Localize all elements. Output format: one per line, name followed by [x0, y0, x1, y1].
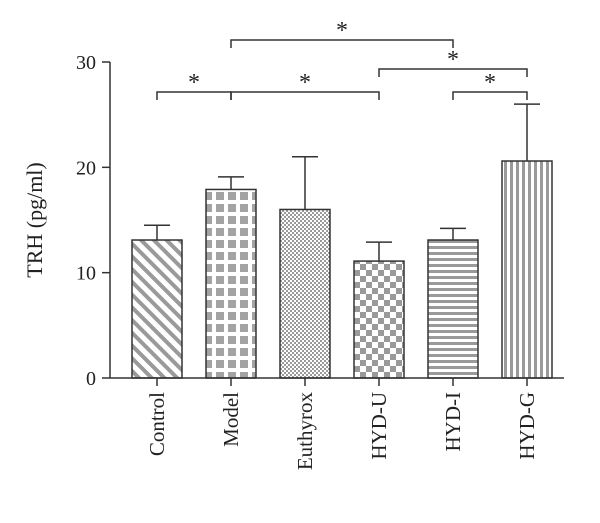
bar-euthyrox: [279, 208, 331, 379]
axes: 0 10 20 30 Control Model Euthyrox HYD-U HYD-I HYD…: [76, 52, 564, 470]
x-tick-label-hyd-i: HYD-I: [441, 392, 465, 451]
significance-star: *: [484, 70, 496, 96]
significance-star: *: [447, 47, 459, 73]
y-tick-label: 20: [76, 157, 96, 179]
significance-star: *: [299, 70, 311, 96]
x-tick-label-hyd-u: HYD-U: [367, 392, 391, 460]
y-axis-label: TRH (pg/ml): [22, 162, 47, 278]
y-tick-label: 10: [76, 263, 96, 285]
bracket-line: [230, 91, 380, 100]
error-bar-model: [218, 176, 244, 190]
error-bar-hyd-g: [514, 103, 540, 162]
significance-bracket-hyd-u-hyd-g: *: [378, 47, 528, 77]
significance-bracket-model-hyd-u: *: [230, 70, 380, 100]
significance-star: *: [188, 70, 200, 96]
bars: [131, 160, 553, 379]
bar-control: [131, 239, 183, 379]
x-tick-label-control: Control: [145, 392, 169, 456]
y-tick-label: 30: [76, 52, 96, 74]
bracket-line: [230, 39, 454, 48]
significance-bracket-control-model: *: [156, 70, 232, 100]
significance-brackets: * * * * *: [156, 18, 528, 100]
bracket-line: [378, 68, 528, 77]
significance-star: *: [336, 18, 348, 44]
x-tick-label-euthyrox: Euthyrox: [293, 392, 317, 471]
bar-hyd-u: [353, 260, 405, 379]
bar-hyd-g: [501, 160, 553, 379]
error-bars: [144, 103, 540, 262]
error-bar-hyd-u: [366, 241, 392, 262]
error-bar-hyd-i: [440, 227, 466, 241]
x-tick-label-hyd-g: HYD-G: [515, 392, 539, 460]
significance-bracket-hyd-i-hyd-g: *: [452, 70, 528, 100]
bar-hyd-i: [427, 239, 479, 379]
significance-bracket-model-hyd-i: *: [230, 18, 454, 48]
error-bar-control: [144, 224, 170, 241]
bar-model: [205, 188, 257, 379]
bracket-line: [452, 91, 528, 100]
error-bar-euthyrox: [292, 156, 318, 210]
x-tick-label-model: Model: [219, 392, 243, 447]
y-tick-label: 0: [86, 368, 96, 390]
